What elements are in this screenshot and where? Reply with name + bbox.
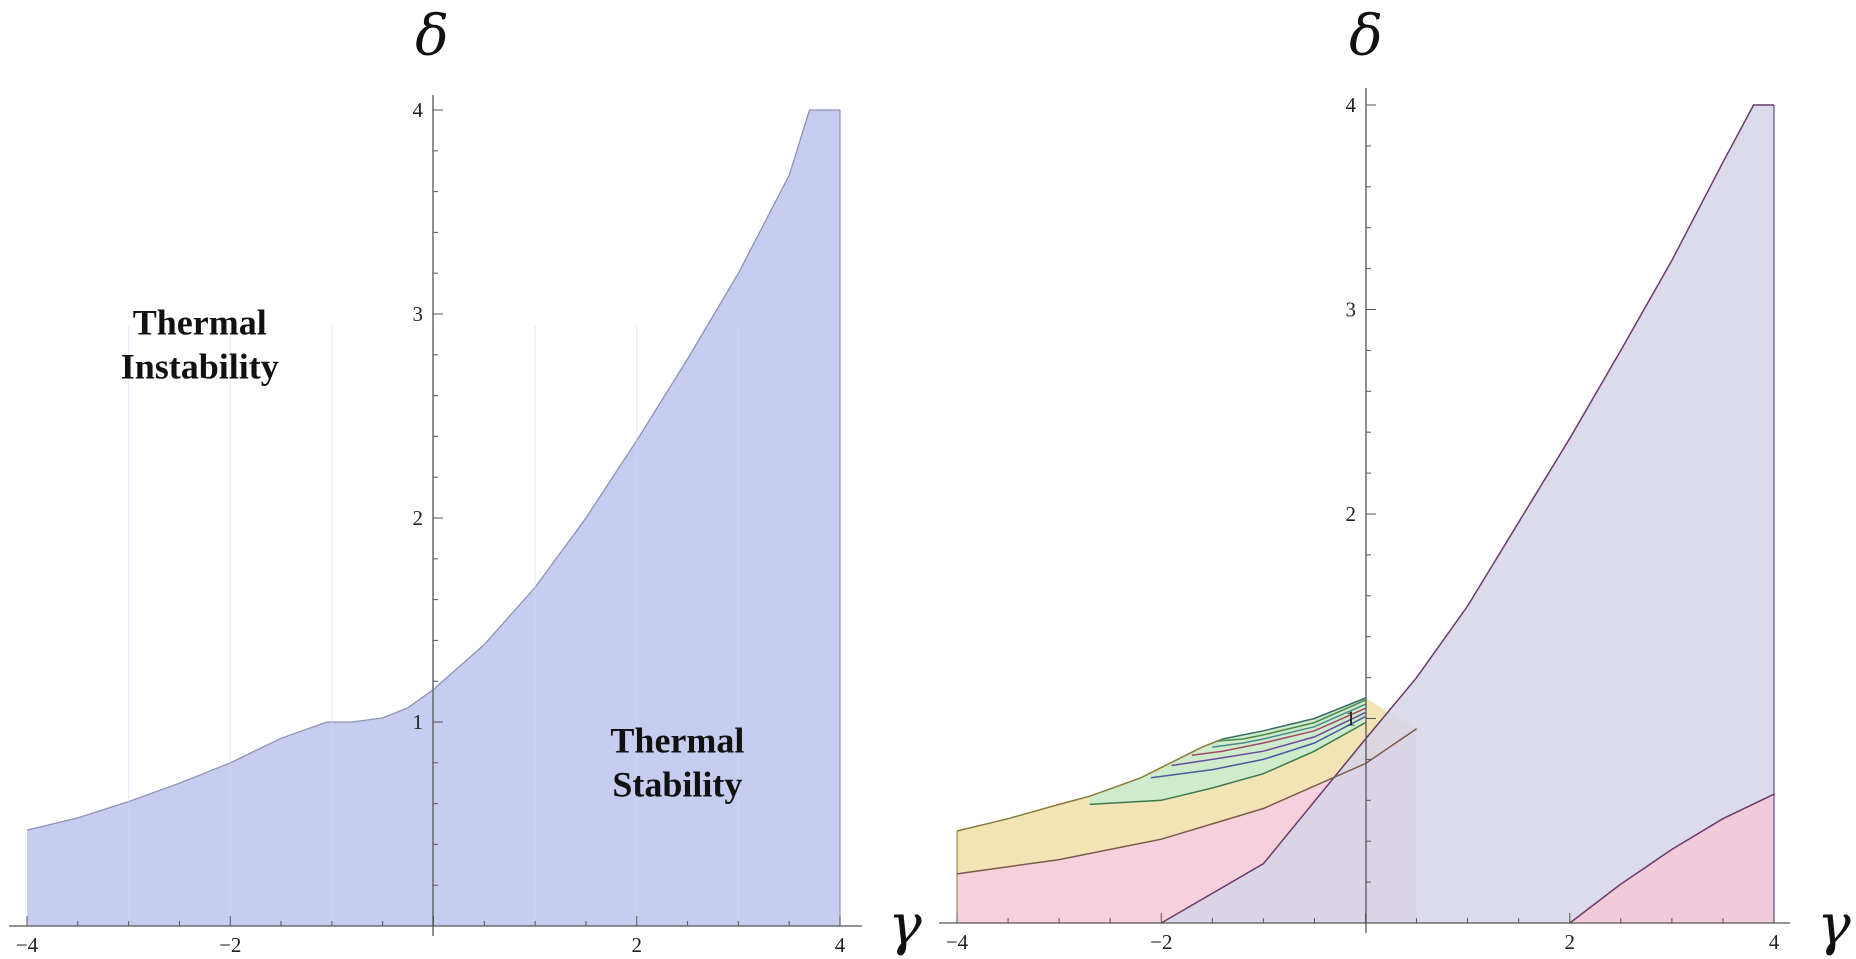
x-tick-label: 2 <box>632 933 643 957</box>
region-label-0: Thermal Instability <box>121 302 279 386</box>
y-tick-label: 4 <box>1346 93 1357 117</box>
y-tick-label: 1 <box>413 710 424 734</box>
x-tick-label: 2 <box>1565 930 1576 954</box>
y-axis-label: δ <box>1349 4 1383 69</box>
y-tick-label: 4 <box>413 98 424 122</box>
y-tick-label: 1 <box>1346 707 1357 731</box>
x-tick-label: −2 <box>219 933 241 957</box>
right-stability-plot: −4 −2 2 4 1 2 3 4 γ δ <box>939 4 1851 958</box>
x-tick-label: −2 <box>1150 930 1172 954</box>
y-tick-label: 3 <box>1346 298 1357 322</box>
boundary-curve-3 <box>956 738 1223 832</box>
boundary-curve-5 <box>1150 715 1366 779</box>
boundary-curve-4 <box>1089 721 1366 806</box>
x-tick-label: 4 <box>835 933 846 957</box>
region-1 <box>1089 698 1366 805</box>
x-axis-label: γ <box>888 893 922 958</box>
boundary-curve-2 <box>956 728 1418 875</box>
boundary-curve-7 <box>1191 707 1366 757</box>
region-label-line: Thermal <box>133 302 267 342</box>
y-tick-label: 2 <box>1346 502 1357 526</box>
y-axis-label: δ <box>415 4 449 69</box>
boundary-curve-9 <box>1217 699 1366 742</box>
y-tick-label: 3 <box>413 302 424 326</box>
region-label-line: Thermal <box>610 721 744 761</box>
region-label-1: Thermal Stability <box>610 721 744 805</box>
region-4 <box>1569 794 1774 923</box>
region-3 <box>1161 105 1774 923</box>
x-tick-label: −4 <box>946 930 969 954</box>
region-label-line: Instability <box>121 346 279 386</box>
stability-boundary <box>26 109 840 831</box>
x-tick-label: −4 <box>16 933 39 957</box>
boundary-curve-6 <box>1171 711 1366 767</box>
boundary-curve-8 <box>1212 703 1366 748</box>
region-label-line: Stability <box>612 765 742 805</box>
y-tick-label: 2 <box>413 506 424 530</box>
boundary-curve-10 <box>1222 697 1366 740</box>
x-tick-label: 4 <box>1769 930 1780 954</box>
boundary-curve-1 <box>1569 793 1775 924</box>
boundary-curve-0 <box>1160 104 1774 924</box>
x-axis-label: γ <box>1817 893 1851 958</box>
